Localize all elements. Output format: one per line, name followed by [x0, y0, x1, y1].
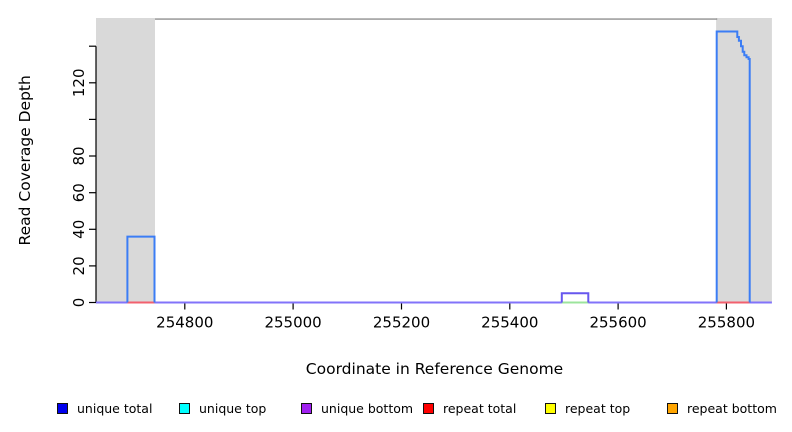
legend-label-repeat-top: repeat top	[565, 401, 631, 416]
repeat-region-band-right	[716, 18, 772, 303]
x-tick-label: 255800	[698, 314, 755, 332]
x-tick-label: 255400	[481, 314, 538, 332]
legend-label-unique-bottom: unique bottom	[321, 401, 414, 416]
legend-swatch-icon-unique-bottom	[301, 403, 312, 414]
legend-item-unique-top: unique top	[179, 401, 301, 416]
x-tick-label: 255200	[373, 314, 430, 332]
x-tick-label: 254800	[156, 314, 213, 332]
legend-swatch-icon-repeat-bottom	[667, 403, 678, 414]
repeat-region-band-left	[96, 18, 155, 303]
y-tick-label: 60	[70, 183, 88, 202]
y-tick-label: 20	[70, 256, 88, 275]
legend-item-repeat-bottom: repeat bottom	[667, 401, 789, 416]
legend-swatch-icon-unique-top	[179, 403, 190, 414]
legend-item-repeat-total: repeat total	[423, 401, 545, 416]
legend-label-unique-top: unique top	[199, 401, 267, 416]
x-axis-title: Coordinate in Reference Genome	[306, 360, 563, 378]
x-tick-label: 255000	[264, 314, 321, 332]
legend-label-repeat-bottom: repeat bottom	[687, 401, 777, 416]
y-axis-title: Read Coverage Depth	[16, 75, 34, 245]
y-tick-label: 40	[70, 220, 88, 239]
legend: unique total unique top unique bottom repea…	[57, 401, 789, 416]
legend-swatch-icon-unique-total	[57, 403, 68, 414]
legend-label-repeat-total: repeat total	[443, 401, 517, 416]
legend-swatch-icon-repeat-total	[423, 403, 434, 414]
legend-item-repeat-top: repeat top	[545, 401, 667, 416]
coverage-peak-right	[715, 30, 751, 303]
x-tick-label: 255600	[589, 314, 646, 332]
legend-item-unique-total: unique total	[57, 401, 179, 416]
coverage-bump-small	[560, 292, 590, 303]
legend-swatch-icon-repeat-top	[545, 403, 556, 414]
y-tick-label: 0	[70, 298, 88, 308]
y-tick-label: 80	[70, 146, 88, 165]
coverage-peak-left	[126, 235, 156, 303]
y-tick-label: 120	[70, 68, 88, 97]
legend-item-unique-bottom: unique bottom	[301, 401, 423, 416]
legend-label-unique-total: unique total	[77, 401, 153, 416]
